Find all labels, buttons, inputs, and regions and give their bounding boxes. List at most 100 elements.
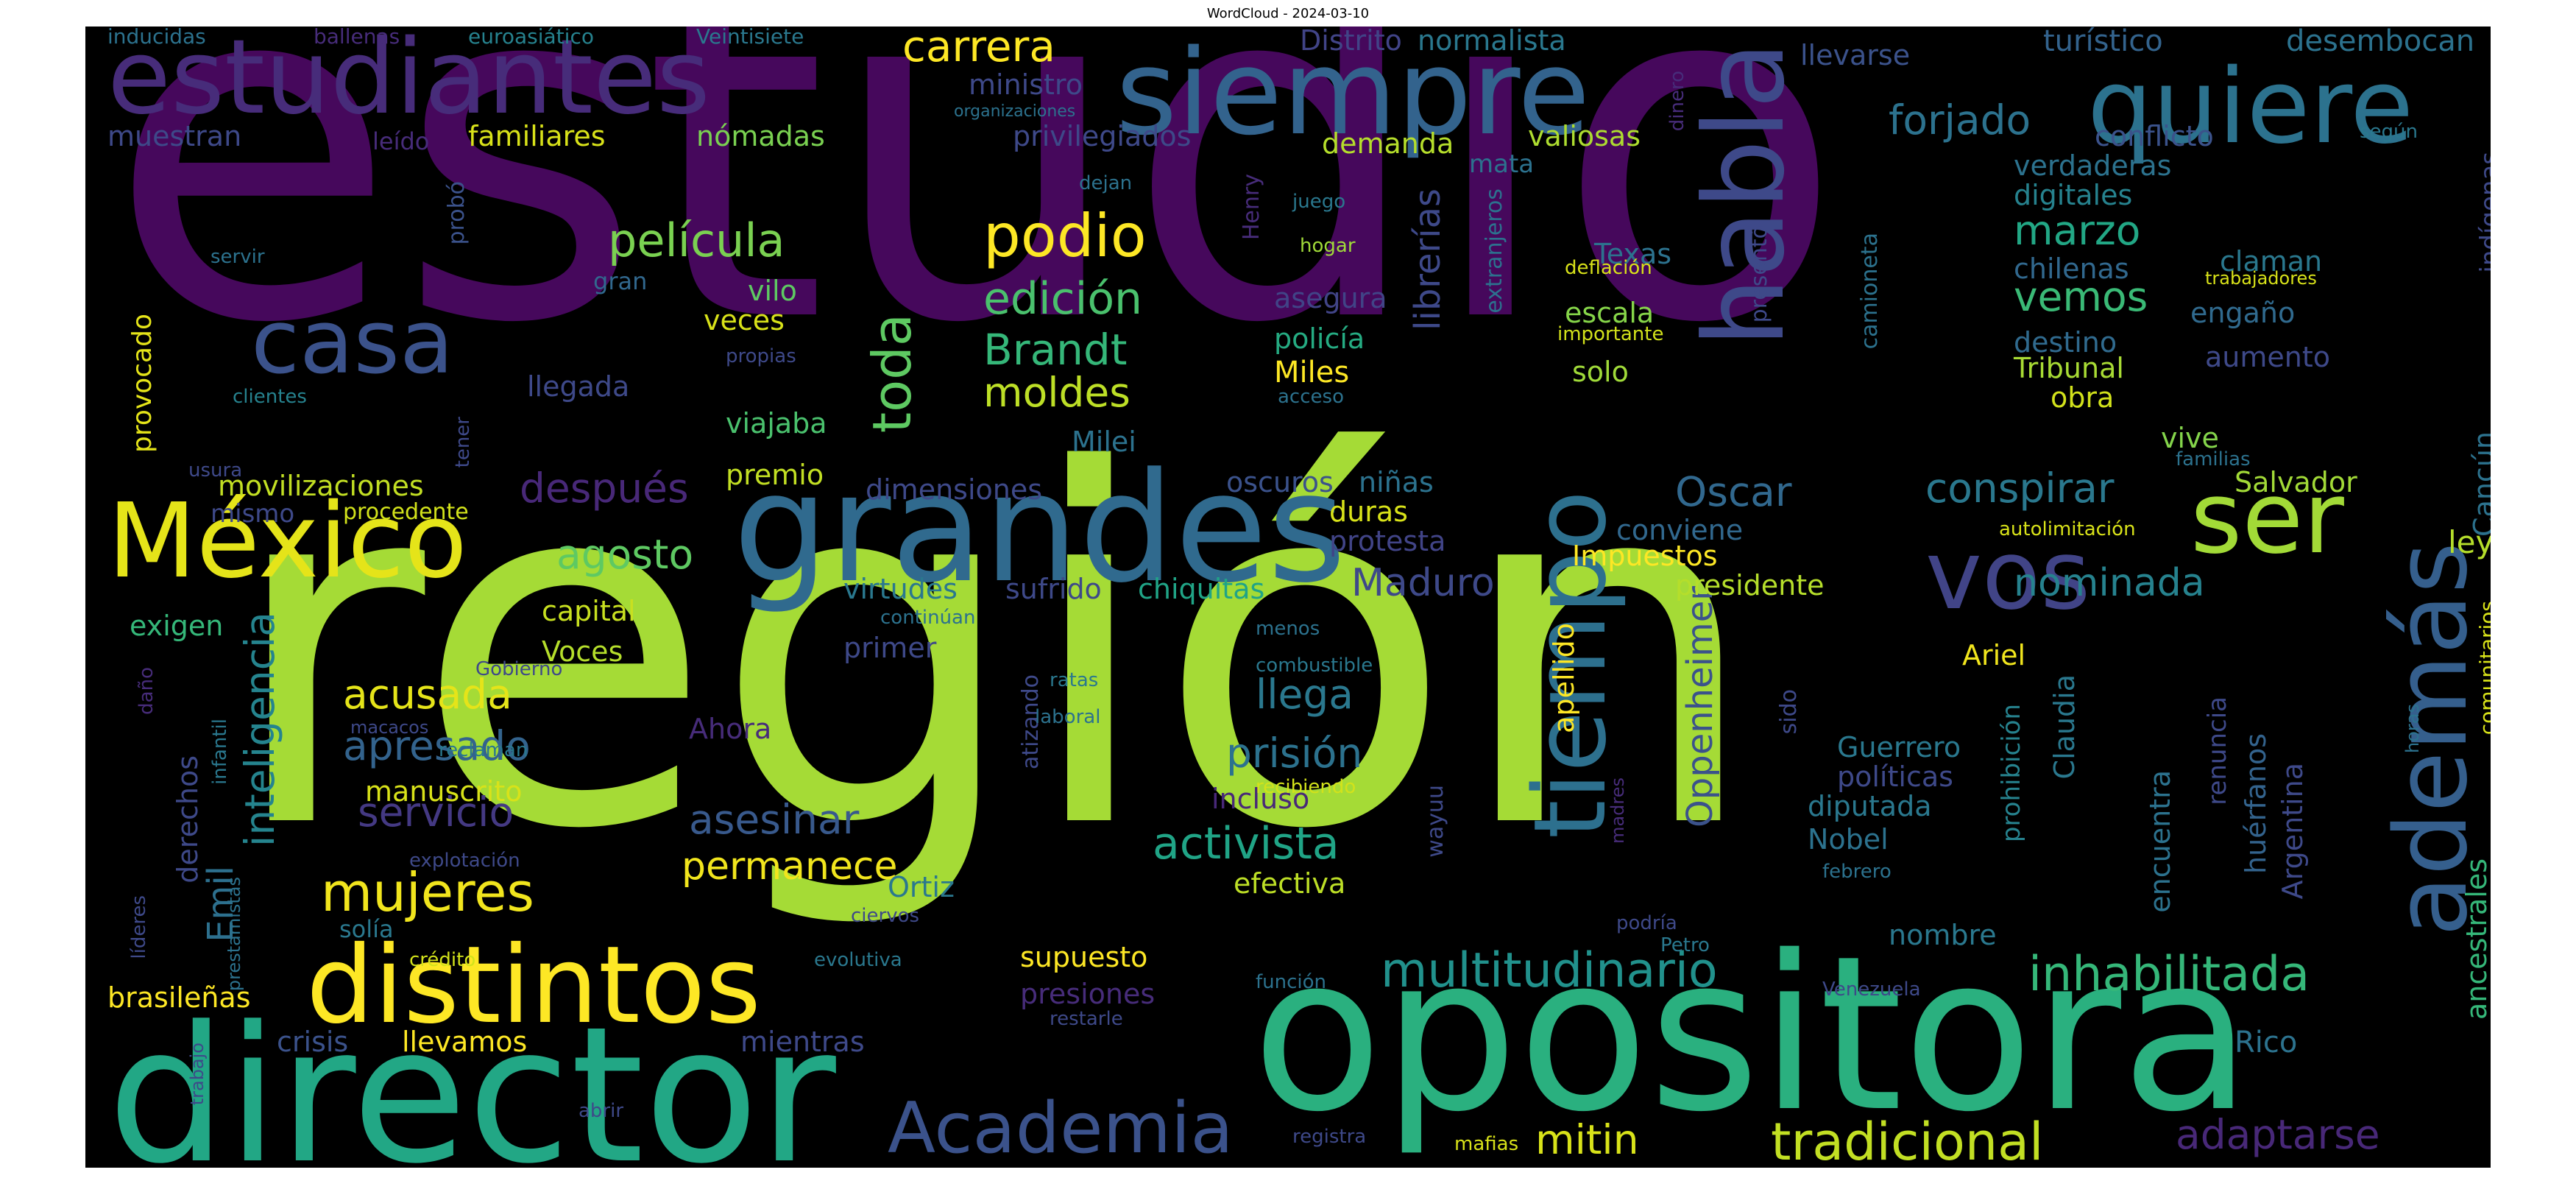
word-cloud-word: Academia — [888, 1088, 1234, 1168]
word-cloud-word: niñas — [1359, 466, 1434, 498]
word-cloud-word: horas — [2402, 704, 2423, 753]
word-cloud-word: wayuu — [1423, 785, 1448, 858]
word-cloud-word: vemos — [2014, 273, 2148, 320]
word-cloud-word: director — [107, 987, 836, 1168]
word-cloud-word: marzo — [2014, 207, 2141, 254]
word-cloud-word: deflación — [1565, 257, 1652, 279]
word-cloud-word: digitales — [2014, 179, 2133, 211]
word-cloud-word: librerías — [1407, 188, 1448, 331]
word-cloud-word: Ariel — [1962, 639, 2026, 671]
word-cloud-word: febrero — [1822, 861, 1892, 883]
word-cloud-word: explotación — [409, 850, 520, 872]
word-cloud-word: habla — [1681, 41, 1809, 348]
word-cloud-word: llevarse — [1800, 39, 1911, 71]
word-cloud-word: acusada — [343, 671, 512, 718]
word-cloud-word: Texas — [1594, 238, 1672, 270]
word-cloud-word: evolutiva — [814, 949, 902, 971]
word-cloud-word: inducidas — [107, 27, 206, 49]
word-cloud-word: normalista — [1418, 27, 1566, 57]
word-cloud-word: daño — [135, 667, 158, 715]
word-cloud-word: mafias — [1454, 1133, 1519, 1155]
word-cloud-word: conspirar — [1925, 465, 2115, 512]
word-cloud-word: hogar — [1300, 235, 1356, 257]
word-cloud-word: organizaciones — [954, 102, 1076, 121]
word-cloud-word: dinero — [1666, 71, 1688, 132]
word-cloud-word: película — [608, 214, 785, 267]
word-cloud-word: privilegiados — [1013, 120, 1192, 152]
word-cloud-word: obra — [2050, 381, 2115, 414]
word-cloud-word: familiares — [468, 120, 606, 152]
word-cloud-word: activista — [1153, 818, 1340, 870]
word-cloud-word: Impuestos — [1572, 540, 1718, 572]
word-cloud-word: moldes — [983, 369, 1130, 416]
word-cloud-word: duras — [1329, 495, 1408, 528]
word-cloud-word: multitudinario — [1381, 943, 1718, 998]
word-cloud-word: recibiendo — [1256, 776, 1356, 798]
word-cloud-word: ratas — [1050, 669, 1099, 691]
word-cloud-word: México — [107, 482, 467, 602]
word-cloud-word: turístico — [2043, 27, 2163, 58]
word-cloud-word: Distrito — [1300, 27, 1402, 57]
word-cloud-word: ancestrales — [2460, 858, 2491, 1020]
word-cloud-word: distintos — [306, 923, 762, 1048]
word-cloud-word: Ahora — [689, 713, 772, 745]
word-cloud-word: leído — [372, 127, 430, 155]
word-cloud-word: registra — [1292, 1126, 1367, 1148]
word-cloud-word: tradicional — [1771, 1112, 2044, 1168]
word-cloud-word: nominada — [2014, 561, 2205, 605]
word-cloud-word: podio — [983, 202, 1147, 270]
word-cloud-word: abrir — [578, 1100, 624, 1122]
word-cloud-word: infantil — [209, 719, 231, 785]
word-cloud-word: provocado — [127, 314, 158, 453]
word-cloud-word: apellido — [1548, 623, 1580, 733]
word-cloud-word: Nobel — [1808, 823, 1889, 856]
word-cloud-word: continúan — [880, 607, 976, 629]
word-cloud-word: adaptarse — [2176, 1111, 2380, 1158]
word-cloud-word: familias — [2176, 448, 2251, 470]
word-cloud-word: políticas — [1837, 761, 1953, 793]
word-cloud-word: podría — [1616, 912, 1677, 934]
word-cloud-word: reclaman — [439, 739, 528, 761]
word-cloud-word: ser — [2190, 460, 2344, 576]
word-cloud-word: gran — [593, 267, 648, 295]
word-cloud-word: inteligencia — [236, 612, 283, 847]
word-cloud-word: aumento — [2205, 341, 2330, 373]
word-cloud-word: Tribunal — [2014, 352, 2124, 384]
word-cloud-word: líderes — [128, 895, 150, 959]
word-cloud-word: servicio — [358, 789, 514, 836]
word-cloud-word: Miles — [1274, 356, 1350, 389]
word-cloud-word: verdaderas — [2014, 149, 2172, 182]
word-cloud-word: macacos — [350, 717, 429, 738]
word-cloud-word: madres — [1607, 777, 1628, 844]
word-cloud-word: demanda — [1322, 127, 1454, 160]
word-cloud-word: casa — [251, 292, 454, 394]
word-cloud-word: sido — [1776, 689, 1802, 735]
word-cloud-word: prestamistas — [224, 877, 244, 992]
word-cloud-word: servir — [210, 246, 265, 268]
word-cloud-word: chilenas — [2014, 253, 2129, 285]
word-cloud-word: exigen — [130, 610, 224, 642]
word-cloud-word: agosto — [556, 531, 694, 578]
word-cloud-word: acceso — [1278, 386, 1344, 408]
word-cloud-word: autolimitación — [1999, 518, 2136, 540]
word-cloud-word: prohibición — [1997, 704, 2026, 843]
word-cloud-word: mitin — [1535, 1116, 1639, 1163]
word-cloud-word: ministro — [969, 68, 1083, 101]
word-cloud-word: veces — [704, 304, 785, 336]
word-cloud-word: procedente — [343, 499, 469, 525]
word-cloud-canvas: estudio región opositora director grandes est… — [85, 27, 2491, 1168]
word-cloud-word: grandes — [733, 441, 1347, 616]
word-cloud-word: Ortiz — [888, 871, 955, 903]
word-cloud-word: después — [520, 465, 689, 512]
word-cloud-word: Henry — [1239, 174, 1264, 241]
word-cloud-word: huérfanos — [2240, 733, 2272, 874]
word-cloud-word: movilizaciones — [218, 470, 424, 502]
word-cloud-word: menos — [1256, 618, 1320, 640]
word-cloud-word: sufrido — [1005, 573, 1102, 605]
word-cloud-word: policía — [1274, 322, 1365, 355]
word-cloud-word: Gobierno — [475, 658, 563, 680]
word-cloud-word: estudio — [107, 27, 1844, 426]
word-cloud-word: conflicto — [2095, 120, 2214, 152]
word-cloud-word: supuesto — [1020, 941, 1148, 973]
word-cloud-word: Brandt — [983, 325, 1128, 375]
